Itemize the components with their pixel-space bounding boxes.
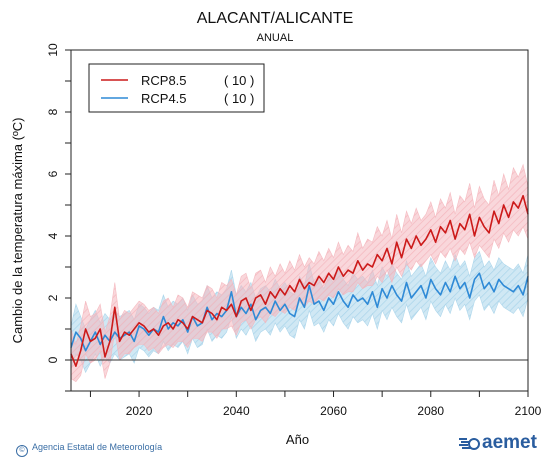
legend-label-rcp45: RCP4.5 [141, 91, 187, 106]
legend-label-rcp85: RCP8.5 [141, 73, 187, 88]
series-line-rcp85 [70, 194, 529, 368]
aemet-logo-icon [459, 438, 480, 450]
chart-title: ALACANT/ALICANTE [196, 10, 354, 27]
footer-credit-text: Agencia Estatal de Meteorología [32, 442, 163, 452]
x-tick-label: 2040 [223, 404, 250, 418]
x-tick-label: 2020 [126, 404, 153, 418]
x-axis-label: Año [286, 432, 309, 447]
y-tick-label: 0 [46, 356, 60, 363]
aemet-logo-text: aemet [482, 432, 537, 453]
y-tick-label: 10 [46, 43, 60, 57]
y-tick-label: 2 [46, 294, 60, 301]
footer-credit: © Agencia Estatal de Meteorología [16, 442, 162, 457]
legend-count-rcp85: ( 10 ) [224, 73, 254, 88]
y-axis-label: Cambio de la temperatura máxima (ºC) [10, 118, 25, 344]
y-tick-label: 8 [46, 108, 60, 115]
x-tick-label: 2080 [417, 404, 444, 418]
series-line-rcp45 [70, 272, 529, 352]
plot-frame [70, 49, 529, 392]
y-tick-label: 4 [46, 232, 60, 239]
x-tick-label: 2100 [515, 404, 542, 418]
legend-box [88, 63, 265, 113]
legend-count-rcp45: ( 10 ) [224, 91, 254, 106]
copyright-icon: © [16, 445, 28, 457]
x-tick-label: 2060 [320, 404, 347, 418]
chart-subtitle: ANUAL [256, 32, 294, 44]
y-tick-label: 6 [46, 170, 60, 177]
